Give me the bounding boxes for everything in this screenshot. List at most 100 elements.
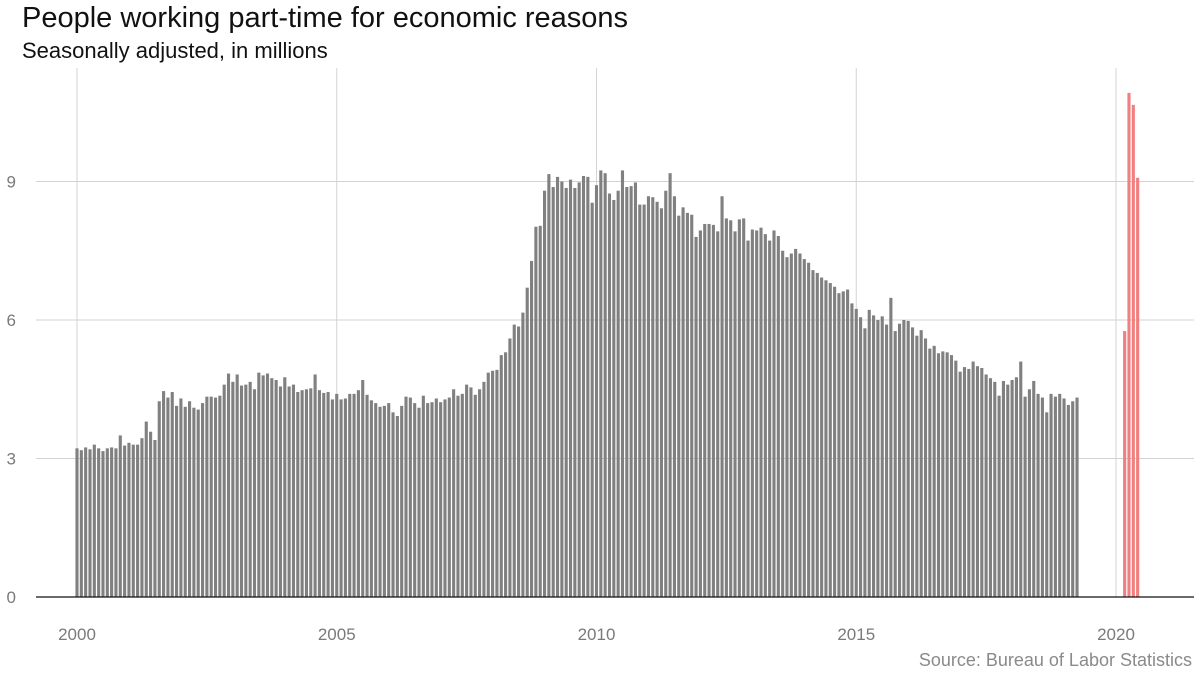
bar: [1136, 177, 1140, 597]
bar: [473, 394, 477, 597]
bar: [356, 390, 360, 597]
bar: [603, 173, 607, 597]
bar: [988, 378, 993, 597]
bar: [387, 403, 391, 597]
bar: [101, 451, 105, 597]
bar: [400, 405, 404, 597]
bar: [118, 435, 122, 597]
bar: [672, 196, 676, 597]
bar: [984, 374, 988, 597]
bar: [902, 320, 906, 597]
bar: [469, 387, 473, 597]
bar: [802, 259, 806, 597]
y-tick-label: 6: [7, 311, 16, 330]
bar: [638, 204, 642, 597]
bar: [655, 201, 659, 597]
bar: [439, 402, 443, 597]
bar: [581, 175, 586, 597]
bar: [153, 440, 157, 597]
bar: [685, 212, 689, 597]
bar: [491, 370, 495, 597]
bar: [551, 187, 555, 598]
bar: [768, 240, 772, 597]
bar: [616, 190, 620, 598]
bar: [97, 448, 101, 597]
bar: [958, 371, 962, 597]
bar: [486, 372, 490, 597]
bar: [1032, 380, 1036, 597]
bar: [781, 250, 785, 597]
bar: [923, 338, 928, 597]
bar: [625, 187, 629, 598]
source-note: Source: Bureau of Labor Statistics: [918, 650, 1192, 670]
x-axis-ticks: 2000 2005 2010 2015 2020: [58, 625, 1135, 644]
bar: [391, 412, 395, 597]
bar: [339, 399, 343, 597]
bar: [720, 196, 724, 597]
bar: [317, 390, 321, 597]
bar: [378, 406, 382, 597]
bar: [144, 421, 148, 597]
bar: [975, 366, 980, 597]
bar: [114, 448, 118, 597]
bar: [131, 444, 135, 597]
bar: [993, 381, 997, 597]
bar: [92, 444, 96, 597]
bar: [794, 248, 798, 597]
bar: [1071, 401, 1075, 597]
bar: [430, 402, 434, 597]
bar: [785, 257, 789, 597]
bar: [265, 373, 270, 597]
chart-title: People working part-time for economic re…: [22, 2, 629, 34]
bar: [110, 447, 114, 597]
bar: [517, 326, 521, 597]
y-tick-label: 9: [7, 173, 16, 192]
bar: [179, 398, 183, 597]
bar: [504, 352, 508, 597]
bar: [456, 395, 460, 597]
bar: [313, 374, 317, 597]
bar: [200, 403, 205, 597]
bar: [872, 315, 876, 597]
bar: [235, 374, 239, 597]
bar: [1045, 412, 1049, 597]
bar: [936, 353, 941, 597]
bar: [330, 399, 334, 597]
bar: [530, 260, 534, 597]
x-tick-label: 2000: [58, 625, 96, 644]
bar: [443, 399, 447, 597]
chart-subtitle: Seasonally adjusted, in millions: [22, 38, 328, 63]
bar: [335, 393, 339, 597]
bar: [508, 338, 512, 597]
bar: [105, 448, 109, 597]
bar: [278, 386, 283, 597]
bar: [1014, 377, 1018, 597]
bar: [815, 272, 819, 597]
bar: [716, 231, 720, 598]
y-tick-label: 0: [7, 588, 16, 607]
bar: [283, 377, 287, 597]
bar: [590, 202, 594, 598]
bar: [1131, 104, 1135, 598]
bar: [1053, 396, 1057, 597]
bar: [711, 224, 715, 597]
bar: [1036, 393, 1040, 597]
bar: [824, 280, 828, 597]
bar: [949, 355, 954, 597]
bar: [789, 253, 793, 597]
bar: [750, 229, 754, 597]
bar: [1023, 396, 1027, 597]
y-axis-ticks: 0 3 6 9: [7, 173, 16, 608]
bar: [564, 187, 568, 597]
bar: [188, 401, 192, 597]
bar: [910, 327, 915, 597]
bar: [542, 190, 547, 598]
bar: [1066, 404, 1070, 597]
bar: [1058, 393, 1062, 597]
bar: [971, 361, 975, 597]
bar: [226, 373, 231, 597]
bar: [79, 450, 83, 597]
bar: [664, 190, 668, 598]
bar: [495, 369, 499, 597]
